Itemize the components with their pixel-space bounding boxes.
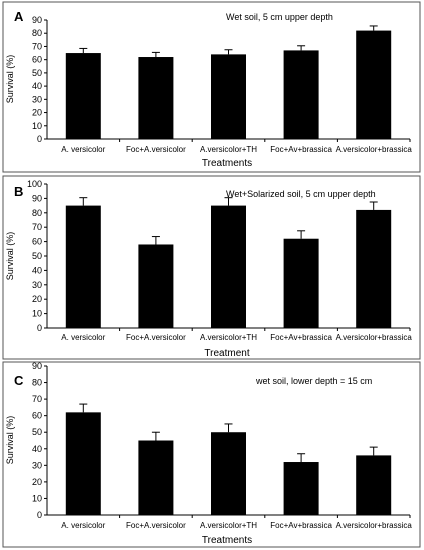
bar <box>283 462 319 515</box>
y-tick-label: 0 <box>37 510 42 520</box>
y-tick-label: 30 <box>32 280 42 290</box>
x-tick-label: A.versicolor+TH <box>200 521 257 530</box>
y-tick-label: 60 <box>32 237 42 247</box>
panel-label: B <box>14 184 23 199</box>
y-tick-label: 90 <box>32 361 42 371</box>
y-tick-label: 20 <box>32 108 42 118</box>
y-tick-label: 60 <box>32 411 42 421</box>
y-tick-label: 70 <box>32 222 42 232</box>
y-tick-label: 30 <box>32 460 42 470</box>
x-tick-label: A.versicolor+brassica <box>336 145 413 154</box>
x-tick-label: A.versicolor+TH <box>200 333 257 342</box>
y-tick-label: 50 <box>32 427 42 437</box>
x-axis-label: Treatment <box>204 348 249 359</box>
bar <box>65 53 101 139</box>
bar <box>356 30 392 140</box>
x-tick-label: A. versicolor <box>61 145 105 154</box>
y-tick-label: 50 <box>32 68 42 78</box>
bar <box>138 244 174 328</box>
x-tick-label: Foc+A.versicolor <box>126 521 186 530</box>
x-axis-label: Treatments <box>202 535 252 546</box>
bar <box>138 440 174 515</box>
y-tick-label: 30 <box>32 94 42 104</box>
bar <box>356 209 392 328</box>
x-tick-label: Foc+Av+brassica <box>270 145 332 154</box>
y-axis-label: Survival (%) <box>5 416 15 465</box>
panel-annotation: wet soil, lower depth = 15 cm <box>255 376 372 386</box>
y-tick-label: 80 <box>32 28 42 38</box>
panel-frame <box>2 175 421 360</box>
panel-frame <box>2 1 421 173</box>
y-tick-label: 40 <box>32 81 42 91</box>
x-tick-label: A.versicolor+TH <box>200 145 257 154</box>
y-tick-label: 0 <box>37 134 42 144</box>
x-tick-label: A.versicolor+brassica <box>336 521 413 530</box>
y-tick-label: 10 <box>32 493 42 503</box>
y-tick-label: 50 <box>32 251 42 261</box>
panel-label: A <box>14 9 24 24</box>
y-tick-label: 40 <box>32 444 42 454</box>
y-tick-label: 20 <box>32 294 42 304</box>
y-tick-label: 100 <box>27 179 42 189</box>
bar <box>65 412 101 515</box>
y-tick-label: 0 <box>37 323 42 333</box>
y-tick-label: 60 <box>32 55 42 65</box>
bar <box>283 238 319 328</box>
panel-frame <box>2 361 421 548</box>
y-tick-label: 40 <box>32 265 42 275</box>
bar <box>356 455 392 515</box>
y-tick-label: 80 <box>32 378 42 388</box>
y-axis-label: Survival (%) <box>5 55 15 104</box>
x-tick-label: Foc+Av+brassica <box>270 521 332 530</box>
panel-label: C <box>14 373 24 388</box>
panel-annotation: Wet+Solarized soil, 5 cm upper depth <box>226 189 376 199</box>
bar <box>211 205 246 328</box>
y-tick-label: 80 <box>32 208 42 218</box>
y-tick-label: 70 <box>32 41 42 51</box>
bar <box>283 50 319 139</box>
y-tick-label: 10 <box>32 121 42 131</box>
y-tick-label: 90 <box>32 15 42 25</box>
bar <box>211 432 246 515</box>
y-tick-label: 10 <box>32 309 42 319</box>
y-tick-label: 20 <box>32 477 42 487</box>
x-tick-label: A.versicolor+brassica <box>336 333 413 342</box>
bar <box>138 57 174 140</box>
x-tick-label: A. versicolor <box>61 333 105 342</box>
bar <box>65 205 101 328</box>
x-tick-label: A. versicolor <box>61 521 105 530</box>
bar <box>211 54 246 139</box>
panel-annotation: Wet soil, 5 cm upper depth <box>226 12 333 22</box>
x-axis-label: Treatments <box>202 158 252 169</box>
y-tick-label: 70 <box>32 394 42 404</box>
x-tick-label: Foc+A.versicolor <box>126 145 186 154</box>
x-tick-label: Foc+A.versicolor <box>126 333 186 342</box>
x-tick-label: Foc+Av+brassica <box>270 333 332 342</box>
y-axis-label: Survival (%) <box>5 232 15 281</box>
y-tick-label: 90 <box>32 193 42 203</box>
